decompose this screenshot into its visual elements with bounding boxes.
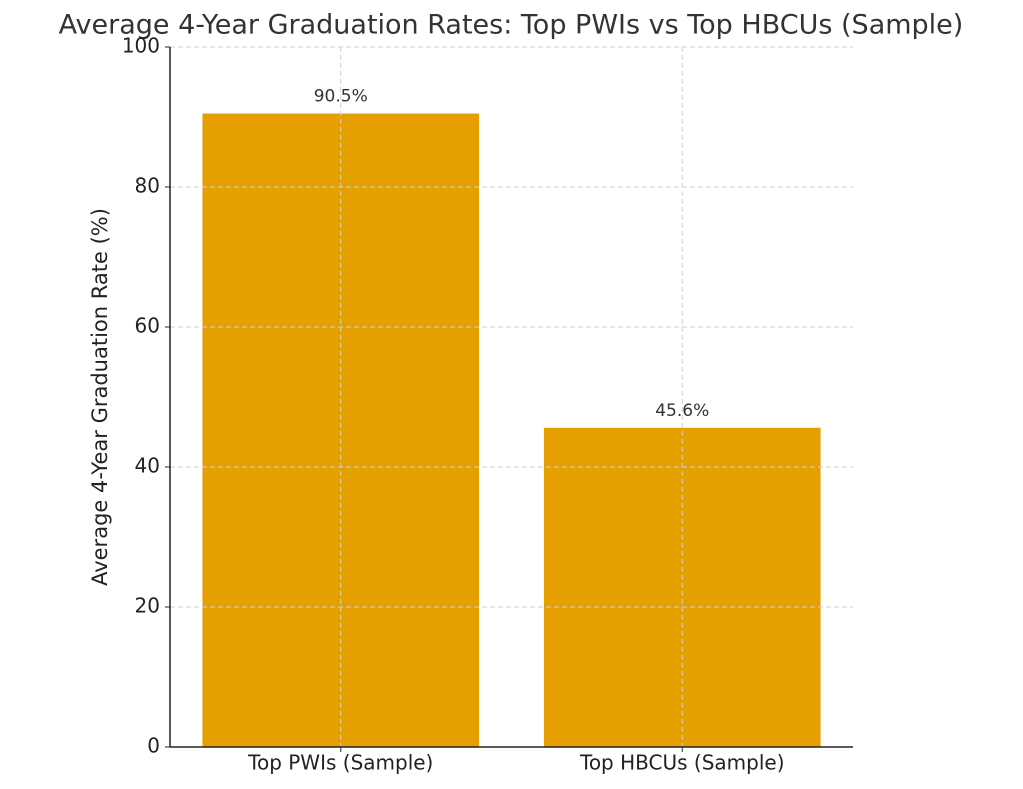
x-tick-label: Top PWIs (Sample) — [247, 751, 433, 775]
y-tick-label: 100 — [122, 34, 160, 58]
y-axis-label: Average 4-Year Graduation Rate (%) — [88, 208, 112, 586]
y-tick-label: 60 — [135, 314, 160, 338]
y-tick-label: 0 — [147, 734, 160, 758]
chart-title: Average 4-Year Graduation Rates: Top PWI… — [59, 10, 964, 41]
value-label: 45.6% — [655, 401, 709, 421]
y-tick-label: 40 — [135, 454, 160, 478]
x-tick-label: Top HBCUs (Sample) — [579, 751, 785, 775]
y-tick-label: 20 — [135, 594, 160, 618]
value-label: 90.5% — [314, 87, 368, 107]
y-tick-label: 80 — [135, 174, 160, 198]
